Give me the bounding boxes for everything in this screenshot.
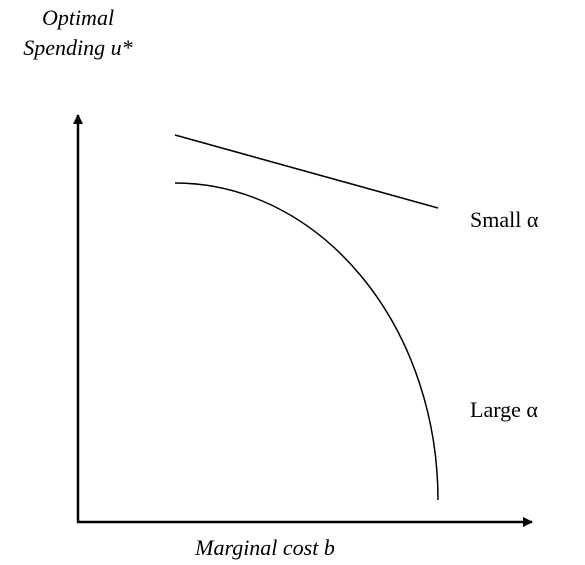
curve-label: Large α (470, 397, 538, 422)
large-alpha-curve (174, 182, 439, 501)
x-axis-label: Marginal cost b (194, 535, 335, 560)
small-alpha-curve (174, 134, 439, 209)
y-axis-label: Spending u* (23, 35, 132, 60)
y-axis-label: Optimal (42, 5, 114, 30)
curve-label: Small α (470, 207, 539, 232)
